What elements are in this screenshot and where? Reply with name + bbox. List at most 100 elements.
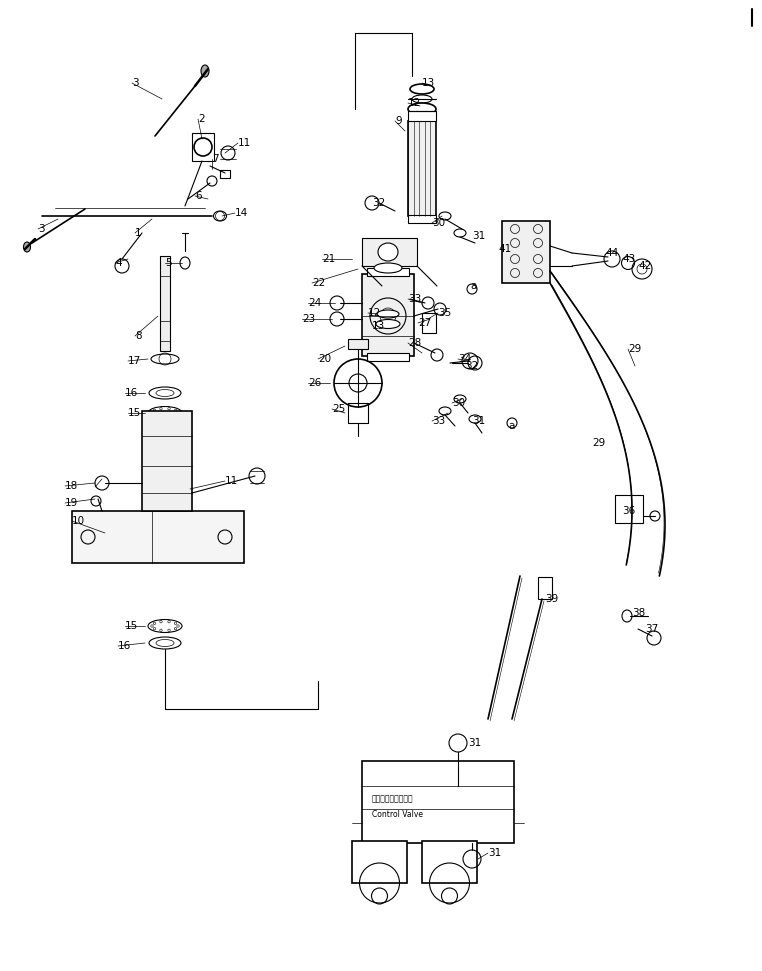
Ellipse shape: [454, 229, 466, 237]
Text: 33: 33: [408, 294, 421, 304]
Bar: [422, 313, 436, 333]
Text: 37: 37: [645, 624, 658, 634]
Bar: [367, 268, 409, 276]
Text: 16: 16: [118, 641, 131, 651]
Text: 34: 34: [458, 354, 471, 364]
Text: 14: 14: [235, 208, 248, 218]
Text: 31: 31: [468, 738, 482, 748]
Text: 3: 3: [38, 224, 45, 234]
Ellipse shape: [454, 395, 466, 403]
Bar: [72, 511, 244, 563]
Ellipse shape: [410, 84, 434, 94]
Ellipse shape: [439, 407, 451, 415]
Bar: [408, 121, 436, 216]
Text: 28: 28: [408, 338, 421, 348]
Text: 11: 11: [225, 476, 239, 486]
Text: 36: 36: [622, 506, 636, 516]
Text: 33: 33: [432, 416, 445, 426]
Text: コントロールバルブ: コントロールバルブ: [372, 794, 414, 803]
Text: 42: 42: [638, 261, 652, 271]
Ellipse shape: [148, 619, 182, 632]
Bar: [362, 238, 417, 266]
Text: 21: 21: [322, 254, 335, 264]
Bar: [220, 170, 230, 178]
Ellipse shape: [622, 610, 632, 622]
Text: 24: 24: [308, 298, 322, 308]
Ellipse shape: [149, 637, 181, 649]
Text: 32: 32: [465, 361, 479, 371]
Text: 35: 35: [438, 308, 451, 318]
Text: 11: 11: [238, 138, 251, 148]
Bar: [502, 221, 550, 283]
Text: 39: 39: [545, 594, 559, 604]
Text: 41: 41: [498, 244, 511, 254]
Ellipse shape: [180, 257, 190, 269]
Ellipse shape: [156, 640, 174, 647]
Text: 10: 10: [72, 516, 85, 526]
Ellipse shape: [156, 389, 174, 396]
Ellipse shape: [201, 65, 209, 77]
Ellipse shape: [24, 242, 30, 252]
Text: 31: 31: [472, 416, 485, 426]
Text: 26: 26: [308, 378, 322, 388]
Bar: [192, 133, 214, 161]
Ellipse shape: [374, 263, 402, 273]
Text: 8: 8: [135, 331, 142, 341]
Text: a: a: [470, 281, 476, 291]
Text: 2: 2: [198, 114, 205, 124]
Text: 30: 30: [452, 398, 465, 408]
Text: 27: 27: [418, 318, 431, 328]
Text: 5: 5: [165, 258, 171, 268]
Text: 22: 22: [312, 278, 325, 288]
Ellipse shape: [408, 103, 436, 115]
Text: 31: 31: [472, 231, 485, 241]
Text: 16: 16: [125, 388, 138, 398]
Bar: [538, 577, 552, 599]
Text: 19: 19: [65, 498, 78, 508]
Ellipse shape: [376, 319, 400, 328]
Text: 44: 44: [605, 248, 618, 258]
Ellipse shape: [439, 212, 451, 220]
Bar: [348, 339, 368, 349]
Text: 1: 1: [135, 228, 142, 238]
Text: 30: 30: [432, 218, 445, 228]
Ellipse shape: [151, 354, 179, 364]
Text: 20: 20: [318, 354, 331, 364]
Ellipse shape: [149, 387, 181, 399]
Bar: [408, 215, 436, 223]
Text: 32: 32: [372, 198, 386, 208]
Text: 43: 43: [622, 254, 636, 264]
Text: 3: 3: [132, 78, 139, 88]
Bar: [362, 761, 514, 843]
Text: 12: 12: [368, 308, 381, 318]
Text: 7: 7: [212, 154, 219, 164]
Text: 15: 15: [128, 408, 141, 418]
Text: 13: 13: [422, 78, 435, 88]
Ellipse shape: [412, 95, 432, 103]
Text: 9: 9: [395, 116, 402, 126]
Text: 29: 29: [592, 438, 605, 448]
Bar: [362, 274, 414, 356]
Ellipse shape: [213, 211, 226, 221]
Text: 6: 6: [195, 191, 202, 201]
Text: 17: 17: [128, 356, 141, 366]
Text: 38: 38: [632, 608, 645, 618]
Bar: [422, 841, 477, 883]
Ellipse shape: [148, 407, 182, 419]
Text: 31: 31: [488, 848, 501, 858]
Text: 4: 4: [115, 258, 122, 268]
Bar: [615, 495, 643, 523]
Text: 15: 15: [125, 621, 138, 631]
Ellipse shape: [469, 415, 481, 423]
Text: 12: 12: [408, 98, 421, 108]
Bar: [367, 353, 409, 361]
Text: 23: 23: [302, 314, 315, 324]
Bar: [352, 841, 407, 883]
Text: 25: 25: [332, 404, 345, 414]
Bar: [142, 411, 192, 511]
Bar: [160, 256, 170, 351]
Text: 13: 13: [372, 321, 386, 331]
Text: a: a: [508, 421, 514, 431]
Text: 18: 18: [65, 481, 78, 491]
Text: Control Valve: Control Valve: [372, 810, 423, 819]
